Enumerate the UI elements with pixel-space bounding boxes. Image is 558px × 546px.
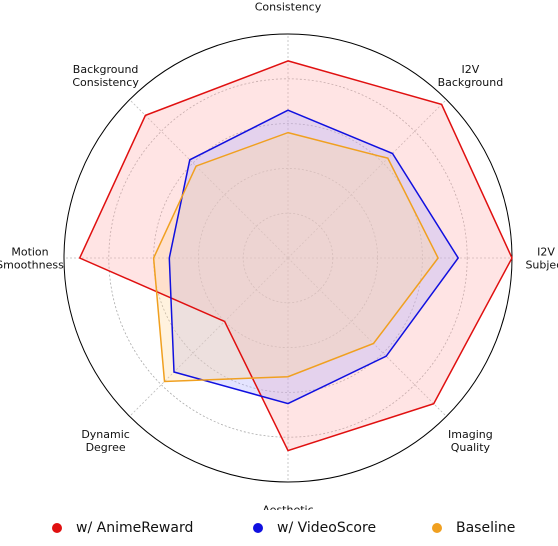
axis-label-0: SubjectConsistency xyxy=(255,0,322,14)
axis-spoke-7 xyxy=(129,99,289,259)
axis-label-line: Quality xyxy=(451,441,491,454)
axis-label-6: Motion Smoothness xyxy=(0,246,64,272)
legend-label-animereward: w/ AnimeReward xyxy=(76,520,194,536)
legend-marker-baseline xyxy=(432,523,442,533)
axis-label-line: Aesthetic xyxy=(262,504,313,511)
axis-spoke-3 xyxy=(287,257,447,417)
legend: w/ AnimeReward w/ VideoScore Baseline xyxy=(0,514,558,542)
series-layer xyxy=(78,60,513,452)
axis-label-line: I2V xyxy=(462,63,480,76)
series-area-0 xyxy=(79,60,512,451)
series-area-2 xyxy=(153,132,439,382)
axis-label-line: Consistency xyxy=(255,1,322,14)
series-area-1 xyxy=(169,110,459,404)
axis-label-layer: SubjectConsistencyI2VBackgroundI2VSubjec… xyxy=(0,0,558,510)
series-line-2 xyxy=(152,131,439,383)
legend-marker-videoscore xyxy=(253,523,263,533)
legend-item-baseline: Baseline xyxy=(432,514,515,542)
axis-label-3: Imaging Quality xyxy=(448,428,493,454)
axis-label-line: I2V xyxy=(537,246,555,259)
axis-label-line: Subject xyxy=(267,0,309,1)
axis-label-2: I2VSubject xyxy=(525,246,558,272)
legend-label-videoscore: w/ VideoScore xyxy=(277,520,377,536)
axis-spoke-1 xyxy=(287,99,447,259)
axis-label-line: Imaging xyxy=(448,428,493,441)
grid-ring-3 xyxy=(108,78,468,438)
radar-chart: SubjectConsistencyI2VBackgroundI2VSubjec… xyxy=(0,0,558,510)
series-line-0 xyxy=(78,60,513,452)
legend-label-baseline: Baseline xyxy=(456,520,516,536)
axis-label-line: Consistency xyxy=(72,76,139,89)
axis-label-line: Background xyxy=(438,76,504,89)
axis-label-line: Subject xyxy=(525,259,558,272)
legend-item-animereward: w/ AnimeReward xyxy=(52,514,193,542)
legend-item-videoscore: w/ VideoScore xyxy=(253,514,376,542)
grid-ring-0 xyxy=(242,212,334,304)
axis-label-7: Background Consistency xyxy=(72,63,139,89)
axis-label-line: Background xyxy=(73,63,139,76)
grid-ring-2 xyxy=(153,123,423,393)
axis-label-line: Degree xyxy=(86,441,126,454)
axis-label-4: AestheticQuality xyxy=(262,504,313,511)
axis-label-line: Motion xyxy=(11,246,48,259)
legend-marker-animereward xyxy=(52,523,62,533)
axis-label-line: Dynamic xyxy=(81,428,130,441)
axis-label-1: I2V Background xyxy=(438,63,504,89)
series-line-1 xyxy=(168,109,460,405)
axis-label-line: Smoothness xyxy=(0,259,64,272)
axis-spoke-5 xyxy=(129,257,289,417)
grid-ring-1 xyxy=(197,167,378,348)
axis-label-5: Dynamic Degree xyxy=(81,428,130,454)
